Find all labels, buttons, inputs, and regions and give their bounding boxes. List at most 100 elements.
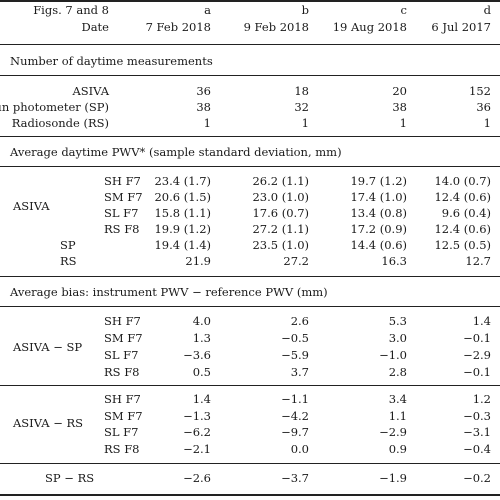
asiva-group-label: ASIVA <box>13 199 50 213</box>
table-row: RS F8 −2.1 0.0 0.9 −0.4 <box>0 442 500 457</box>
cell: −3.1 <box>463 425 491 439</box>
cell: −0.1 <box>463 331 491 345</box>
table-row: SH F7 4.0 2.6 5.3 1.4 <box>0 314 500 329</box>
cell: 152 <box>469 84 491 98</box>
col-d-letter: d <box>483 3 491 17</box>
sub-label: SM F7 <box>104 331 143 345</box>
table-row: SH F7 23.4 (1.7) 26.2 (1.1) 19.7 (1.2) 1… <box>0 174 500 189</box>
cell: 12.4 (0.6) <box>434 222 491 236</box>
cell: −2.6 <box>183 471 211 485</box>
asiva-rs-rule <box>0 385 500 386</box>
cell: 23.5 (1.0) <box>252 238 309 252</box>
table-row: SM F7 −1.3 −4.2 1.1 −0.3 <box>0 409 500 424</box>
section-title-bias: Average bias: instrument PWV − reference… <box>0 285 500 300</box>
cell: 4.0 <box>192 314 211 328</box>
cell: 38 <box>196 100 211 114</box>
cell: 12.7 <box>465 254 491 268</box>
cell: 13.4 (0.8) <box>350 206 407 220</box>
table-row: RS 21.9 27.2 16.3 12.7 <box>0 254 500 269</box>
sp-rs-rule <box>0 463 500 464</box>
col-b-letter: b <box>301 3 309 17</box>
table-row: SL F7 −3.6 −5.9 −1.0 −2.9 <box>0 348 500 363</box>
cell: 17.6 (0.7) <box>252 206 309 220</box>
sub-label: RS F8 <box>104 442 140 456</box>
cell: 1 <box>483 116 491 130</box>
pwv-title: Average daytime PWV* (sample standard de… <box>10 145 342 159</box>
sub-label: SM F7 <box>104 409 143 423</box>
col-a-letter: a <box>204 3 211 17</box>
cell: 20.6 (1.5) <box>154 190 211 204</box>
cell: −6.2 <box>183 425 211 439</box>
table-row: SM F7 20.6 (1.5) 23.0 (1.0) 17.4 (1.0) 1… <box>0 190 500 205</box>
table-top-rule <box>0 0 500 2</box>
sub-label: RS F8 <box>104 365 140 379</box>
cell: 26.2 (1.1) <box>252 174 309 188</box>
cell: −9.7 <box>281 425 309 439</box>
cell: 19.4 (1.4) <box>154 238 211 252</box>
counts-rule <box>0 75 500 76</box>
table-row: RS F8 0.5 3.7 2.8 −0.1 <box>0 365 500 380</box>
cell: −2.9 <box>379 425 407 439</box>
cell: 12.5 (0.5) <box>434 238 491 252</box>
cell: 27.2 <box>283 254 309 268</box>
header-row-figs: Figs. 7 and 8 a b c d <box>0 3 500 18</box>
header-rule <box>0 44 500 45</box>
cell: 3.4 <box>388 392 407 406</box>
cell: 3.0 <box>388 331 407 345</box>
cell: 36 <box>196 84 211 98</box>
col-c-letter: c <box>400 3 407 17</box>
header-date-label: Date <box>81 20 109 34</box>
cell: 1.3 <box>192 331 211 345</box>
cell: 1.4 <box>192 392 211 406</box>
cell: −1.1 <box>281 392 309 406</box>
table-bottom-rule <box>0 494 500 496</box>
table-row: ASIVA 36 18 20 152 <box>0 84 500 99</box>
table-row: SP − RS −2.6 −3.7 −1.9 −0.2 <box>0 471 500 486</box>
cell: −4.2 <box>281 409 309 423</box>
cell: −2.1 <box>183 442 211 456</box>
section-title-counts: Number of daytime measurements <box>0 54 500 69</box>
row-label: ASIVA <box>72 84 109 98</box>
section-title-pwv: Average daytime PWV* (sample standard de… <box>0 145 500 160</box>
header-row-date: Date 7 Feb 2018 9 Feb 2018 19 Aug 2018 6… <box>0 20 500 35</box>
cell: 5.3 <box>388 314 407 328</box>
table-row: SL F7 15.8 (1.1) 17.6 (0.7) 13.4 (0.8) 9… <box>0 206 500 221</box>
bias-top-rule <box>0 276 500 277</box>
col-a-date: 7 Feb 2018 <box>145 20 211 34</box>
row-label: SP <box>60 238 76 252</box>
cell: −3.7 <box>281 471 309 485</box>
cell: 12.4 (0.6) <box>434 190 491 204</box>
cell: 23.4 (1.7) <box>154 174 211 188</box>
cell: 14.4 (0.6) <box>350 238 407 252</box>
cell: 1.1 <box>388 409 407 423</box>
cell: 0.0 <box>290 442 309 456</box>
sub-label: SH F7 <box>104 392 141 406</box>
cell: 1 <box>203 116 211 130</box>
cell: 15.8 (1.1) <box>154 206 211 220</box>
row-label: SP − RS <box>45 471 95 485</box>
cell: 2.6 <box>290 314 309 328</box>
cell: −1.0 <box>379 348 407 362</box>
cell: −0.1 <box>463 365 491 379</box>
col-b-date: 9 Feb 2018 <box>243 20 309 34</box>
sub-label: SL F7 <box>104 348 139 362</box>
table-row: SM F7 1.3 −0.5 3.0 −0.1 <box>0 331 500 346</box>
cell: −3.6 <box>183 348 211 362</box>
sub-label: SM F7 <box>104 190 143 204</box>
cell: −0.5 <box>281 331 309 345</box>
cell: 1 <box>301 116 309 130</box>
cell: 0.9 <box>388 442 407 456</box>
col-c-date: 19 Aug 2018 <box>332 20 407 34</box>
cell: 38 <box>392 100 407 114</box>
sub-label: SH F7 <box>104 174 141 188</box>
cell: 14.0 (0.7) <box>434 174 491 188</box>
cell: −1.3 <box>183 409 211 423</box>
pwv-rule <box>0 166 500 167</box>
bias-title: Average bias: instrument PWV − reference… <box>10 285 328 299</box>
pwv-top-rule <box>0 136 500 137</box>
cell: 17.2 (0.9) <box>350 222 407 236</box>
cell: 2.8 <box>388 365 407 379</box>
sub-label: SL F7 <box>104 425 139 439</box>
cell: 21.9 <box>185 254 211 268</box>
